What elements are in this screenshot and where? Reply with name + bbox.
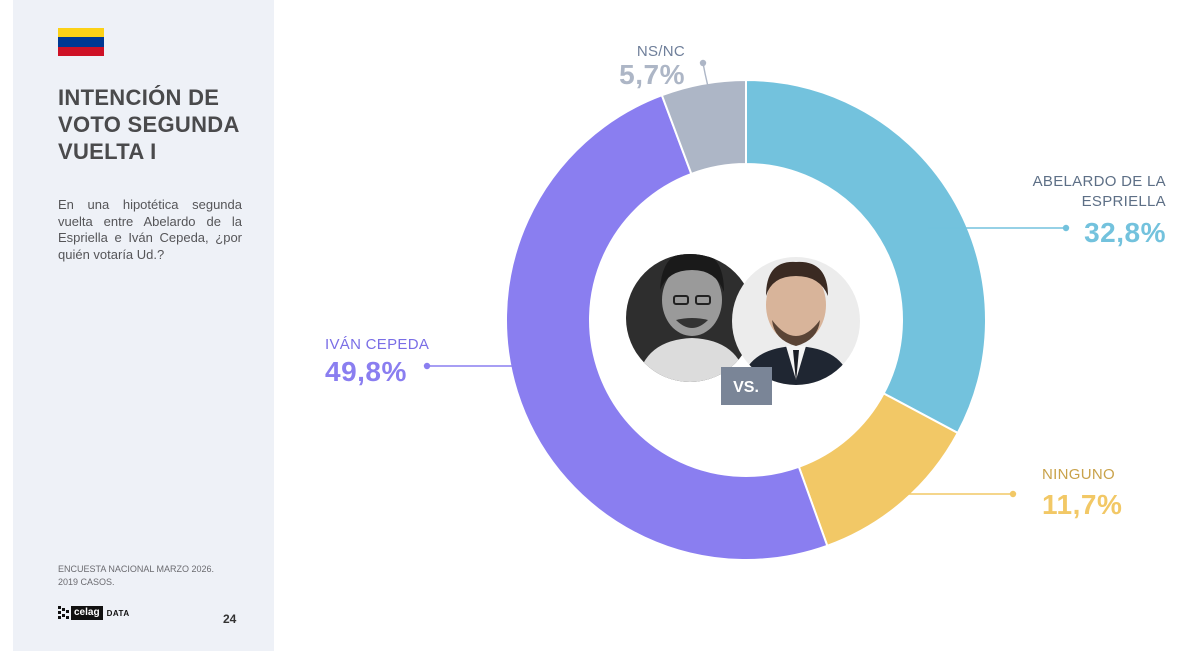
leader-dot <box>699 59 707 67</box>
slice-value: 5,7% <box>619 59 685 90</box>
slice-value: 11,7% <box>1042 489 1122 520</box>
flag-stripe-blue <box>58 37 104 47</box>
vs-label: VS. <box>733 379 759 396</box>
question-text: En una hipotética segunda vuelta entre A… <box>58 197 242 262</box>
flag-stripe-red <box>58 46 104 56</box>
vs-badge: VS. <box>721 367 772 405</box>
sidebar-panel: INTENCIÓN DE VOTO SEGUNDA VUELTA I En un… <box>13 0 274 651</box>
donut-slice-1 <box>745 78 987 435</box>
donut-segments <box>505 78 987 561</box>
page-title: INTENCIÓN DE VOTO SEGUNDA VUELTA I <box>58 84 258 165</box>
logo-suffix: DATA <box>106 608 130 618</box>
slice-label: NINGUNO <box>1042 466 1115 483</box>
leader-dot <box>1062 224 1070 232</box>
donut-slice-4 <box>660 78 747 176</box>
slice-label: NS/NC <box>637 43 685 60</box>
title-line: VOTO SEGUNDA <box>58 112 240 137</box>
donut-labels: ABELARDO DE LA ESPRIELLA 32,8% NINGUNO 11,7%… <box>325 43 1166 520</box>
leader-line <box>702 62 713 101</box>
title-line: VUELTA I <box>58 139 157 164</box>
celag-data-logo: celag DATA <box>58 606 130 620</box>
donut-slice-3 <box>505 93 829 561</box>
leader-dot <box>423 362 431 370</box>
flag-stripe-yellow <box>58 28 104 38</box>
celag-pixel-icon <box>58 606 69 619</box>
slice-value: 32,8% <box>1084 217 1166 248</box>
title-line: INTENCIÓN DE <box>58 85 220 110</box>
slice-label: ABELARDO DE LA ESPRIELLA <box>1033 173 1166 210</box>
center-portraits: VS. <box>626 254 860 405</box>
source-line: ENCUESTA NACIONAL MARZO 2026. <box>58 564 215 574</box>
page-number: 24 <box>223 612 237 626</box>
slice-value: 49,8% <box>325 356 407 387</box>
slice-label: IVÁN CEPEDA <box>325 336 429 353</box>
logo-text: celag <box>71 606 103 620</box>
survey-source: ENCUESTA NACIONAL MARZO 2026. 2019 CASOS… <box>58 563 258 588</box>
source-line: 2019 CASOS. <box>58 576 115 587</box>
colombia-flag-icon <box>58 28 104 56</box>
leader-dot <box>1009 490 1017 498</box>
